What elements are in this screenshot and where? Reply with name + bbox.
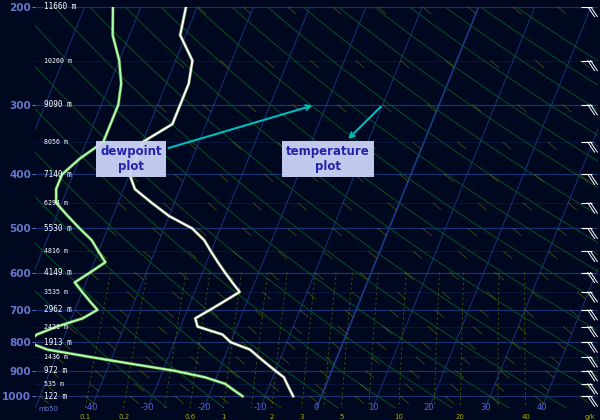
Text: 6294 m: 6294 m bbox=[44, 200, 68, 206]
Text: -30: -30 bbox=[141, 404, 155, 412]
Text: g/k: g/k bbox=[584, 414, 595, 420]
Text: 5530 m: 5530 m bbox=[44, 224, 71, 233]
Text: 30: 30 bbox=[480, 404, 491, 412]
Text: -10: -10 bbox=[254, 404, 267, 412]
Text: 0: 0 bbox=[314, 404, 319, 412]
Text: 20: 20 bbox=[424, 404, 434, 412]
Text: 3: 3 bbox=[299, 414, 304, 420]
Text: 9090 m: 9090 m bbox=[44, 100, 71, 109]
Text: 7140 m: 7140 m bbox=[44, 170, 71, 179]
Text: 5: 5 bbox=[339, 414, 344, 420]
Text: 4149 m: 4149 m bbox=[44, 268, 71, 277]
Text: 2: 2 bbox=[269, 414, 274, 420]
Text: 0.2: 0.2 bbox=[118, 414, 129, 420]
Text: dewpoint
plot: dewpoint plot bbox=[100, 105, 310, 173]
Text: 122 m: 122 m bbox=[44, 392, 67, 401]
Text: 0.6: 0.6 bbox=[184, 414, 196, 420]
Text: 40: 40 bbox=[536, 404, 547, 412]
Text: 535 m: 535 m bbox=[44, 381, 64, 387]
Text: 11660 m: 11660 m bbox=[44, 2, 76, 11]
Text: 10: 10 bbox=[368, 404, 378, 412]
Text: 1436 m: 1436 m bbox=[44, 354, 68, 360]
Text: 4816 m: 4816 m bbox=[44, 249, 68, 255]
Text: 2962 m: 2962 m bbox=[44, 305, 71, 315]
Text: 10: 10 bbox=[394, 414, 403, 420]
Text: -40: -40 bbox=[85, 404, 98, 412]
Text: 20: 20 bbox=[456, 414, 465, 420]
Text: 8056 m: 8056 m bbox=[44, 139, 68, 145]
Text: 2421 m: 2421 m bbox=[44, 323, 68, 330]
Text: 40: 40 bbox=[521, 414, 530, 420]
Text: -20: -20 bbox=[197, 404, 211, 412]
Text: 10260 m: 10260 m bbox=[44, 58, 71, 63]
Text: temperature
plot: temperature plot bbox=[286, 107, 381, 173]
Text: 0.1: 0.1 bbox=[80, 414, 91, 420]
Text: 1913 m: 1913 m bbox=[44, 338, 71, 346]
Text: 3535 m: 3535 m bbox=[44, 289, 68, 295]
Text: 972 m: 972 m bbox=[44, 366, 67, 375]
Text: 1: 1 bbox=[221, 414, 226, 420]
Text: mb50: mb50 bbox=[38, 407, 58, 412]
